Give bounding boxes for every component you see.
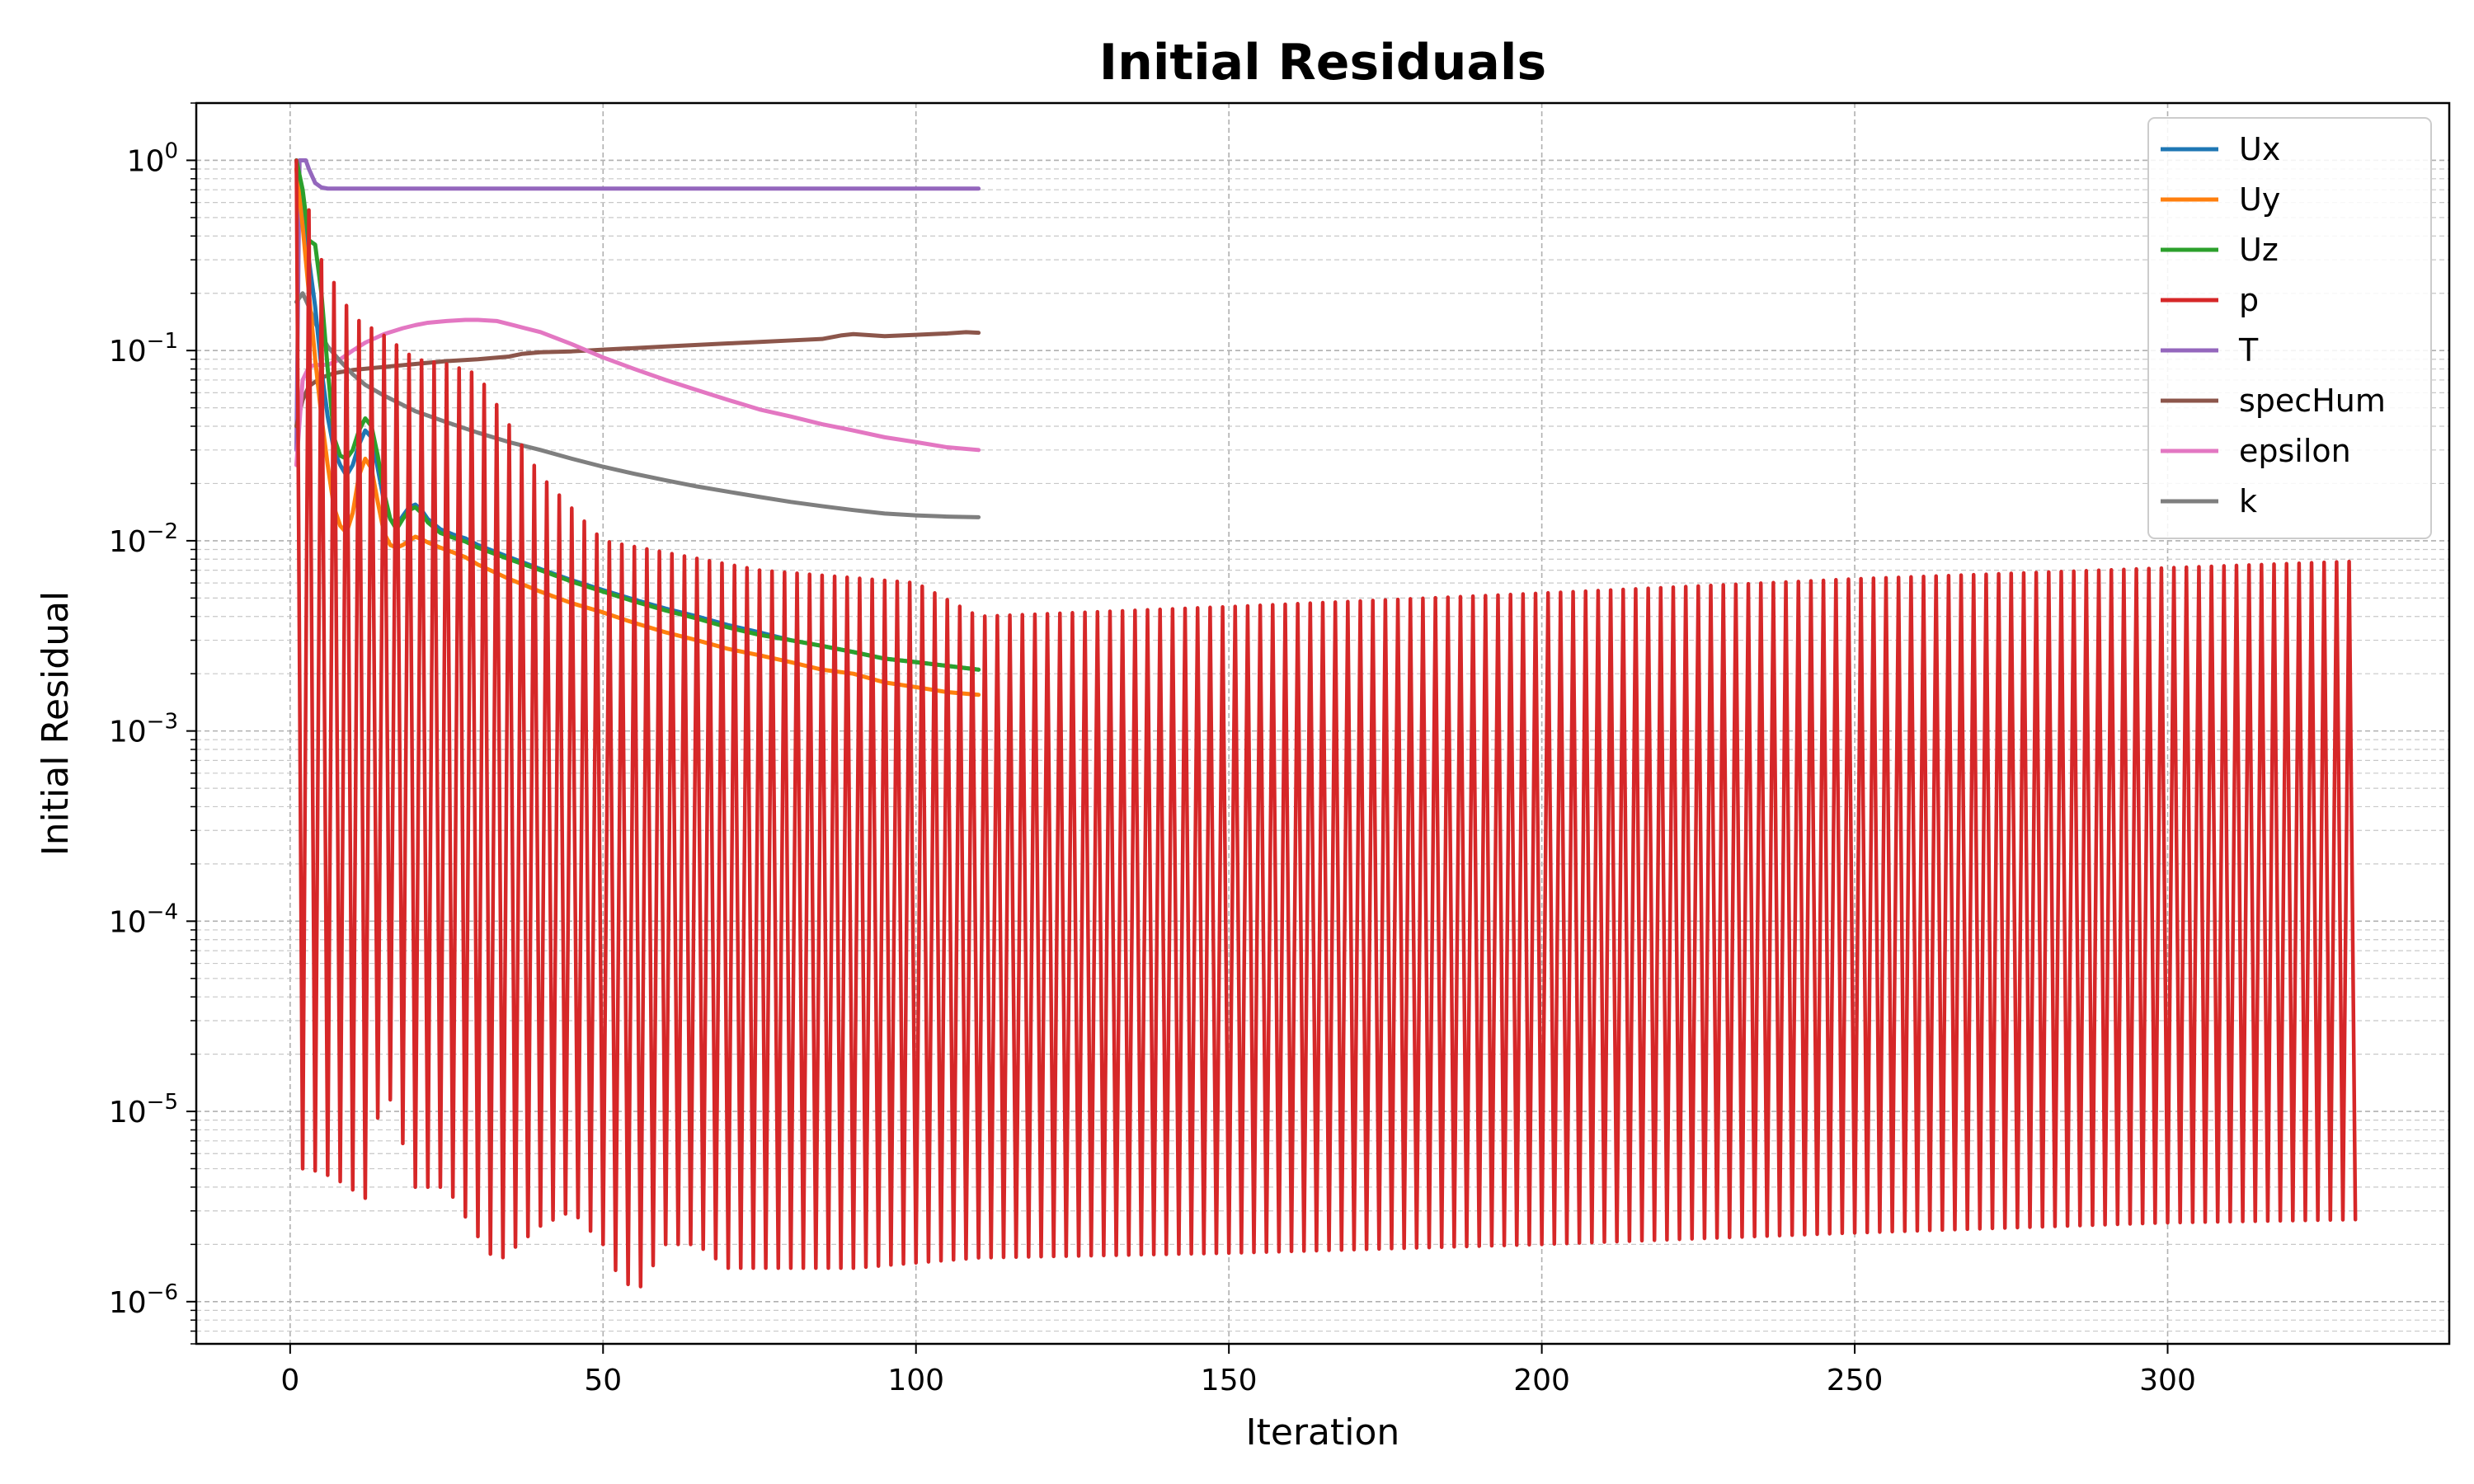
legend-label-epsilon: epsilon bbox=[2239, 433, 2351, 469]
y-tick-label: 10−4 bbox=[109, 899, 178, 939]
x-tick-label: 100 bbox=[887, 1364, 944, 1397]
legend-label-t: T bbox=[2238, 332, 2259, 369]
y-axis-title: Initial Residual bbox=[35, 591, 77, 857]
x-axis-title: Iteration bbox=[1246, 1411, 1400, 1453]
series-line-p bbox=[294, 158, 2358, 1289]
y-tick-label: 10−2 bbox=[109, 519, 178, 559]
series-lines bbox=[294, 157, 2358, 1289]
plot-frame bbox=[195, 101, 2451, 1345]
series-line-epsilon bbox=[294, 317, 981, 467]
legend-box bbox=[2147, 117, 2432, 539]
axis-ticks: 0 50 100 150 200 250 300 10−6 10−5 10−4 10−3 10−2 10… bbox=[109, 102, 2196, 1397]
x-tick-label: 0 bbox=[280, 1364, 299, 1397]
legend-label-k: k bbox=[2239, 483, 2257, 519]
legend-label-p: p bbox=[2239, 282, 2259, 318]
y-tick-label: 10−6 bbox=[109, 1280, 178, 1320]
y-tick-label: 10−1 bbox=[109, 329, 178, 369]
x-tick-label: 200 bbox=[1513, 1364, 1570, 1397]
x-tick-label: 250 bbox=[1827, 1364, 1884, 1397]
legend-label-uy: Uy bbox=[2239, 181, 2280, 218]
grid-lines bbox=[196, 102, 2449, 1345]
legend-label-uz: Uz bbox=[2239, 232, 2279, 268]
y-tick-label: 10−5 bbox=[109, 1090, 178, 1129]
chart-title: Initial Residuals bbox=[1099, 34, 1546, 92]
legend-label-ux: Ux bbox=[2239, 131, 2280, 167]
y-tick-label: 10−3 bbox=[109, 710, 178, 749]
series-line-uz bbox=[294, 157, 981, 672]
x-tick-label: 300 bbox=[2139, 1364, 2196, 1397]
series-line-t bbox=[294, 157, 981, 453]
legend-label-spechum: specHum bbox=[2239, 383, 2386, 419]
x-tick-label: 50 bbox=[584, 1364, 622, 1397]
x-tick-label: 150 bbox=[1201, 1364, 1258, 1397]
y-tick-label: 100 bbox=[127, 139, 178, 178]
